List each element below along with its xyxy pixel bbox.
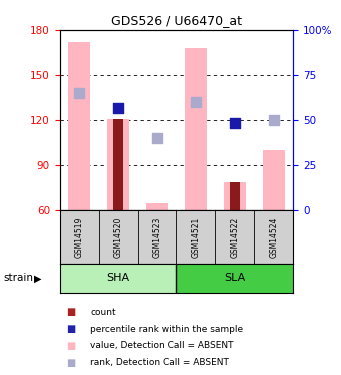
Point [76, 90, 82, 96]
Text: percentile rank within the sample: percentile rank within the sample [90, 324, 243, 334]
Point [115, 105, 121, 111]
Title: GDS526 / U66470_at: GDS526 / U66470_at [111, 15, 242, 27]
Text: ■: ■ [66, 324, 76, 334]
Text: GSM14521: GSM14521 [191, 216, 201, 258]
Text: SLA: SLA [224, 273, 246, 284]
Point [232, 120, 238, 126]
Point [193, 99, 199, 105]
Text: value, Detection Call = ABSENT: value, Detection Call = ABSENT [90, 341, 234, 350]
Text: GSM14522: GSM14522 [231, 216, 239, 258]
Text: SHA: SHA [106, 273, 130, 284]
Bar [230, 182, 240, 210]
Text: count: count [90, 308, 116, 316]
Bar [263, 150, 284, 210]
Bar [185, 48, 207, 210]
Bar [224, 182, 246, 210]
Text: GSM14523: GSM14523 [152, 216, 162, 258]
Bar [107, 118, 129, 210]
Text: GSM14519: GSM14519 [75, 216, 84, 258]
Text: GSM14524: GSM14524 [269, 216, 278, 258]
Point [154, 135, 160, 141]
Bar [113, 118, 123, 210]
Bar [60, 264, 177, 292]
Point [271, 117, 277, 123]
Text: ■: ■ [66, 358, 76, 368]
Bar [146, 202, 168, 210]
Text: strain: strain [3, 273, 33, 284]
Text: ■: ■ [66, 307, 76, 317]
Text: rank, Detection Call = ABSENT: rank, Detection Call = ABSENT [90, 358, 229, 368]
Bar [69, 42, 90, 210]
Text: GSM14520: GSM14520 [114, 216, 122, 258]
Text: ■: ■ [66, 341, 76, 351]
Bar [177, 264, 293, 292]
Text: ▶: ▶ [34, 273, 42, 284]
